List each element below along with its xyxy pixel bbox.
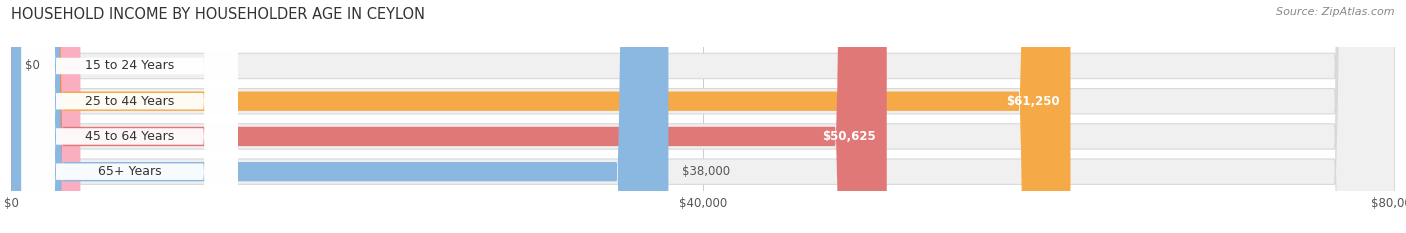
Text: $61,250: $61,250 — [1007, 95, 1060, 108]
FancyBboxPatch shape — [11, 0, 887, 233]
FancyBboxPatch shape — [21, 0, 238, 233]
FancyBboxPatch shape — [11, 0, 1395, 233]
Text: 25 to 44 Years: 25 to 44 Years — [86, 95, 174, 108]
Text: Source: ZipAtlas.com: Source: ZipAtlas.com — [1277, 7, 1395, 17]
FancyBboxPatch shape — [11, 0, 1395, 233]
FancyBboxPatch shape — [11, 0, 1070, 233]
FancyBboxPatch shape — [21, 0, 238, 233]
Text: $38,000: $38,000 — [682, 165, 730, 178]
FancyBboxPatch shape — [21, 0, 238, 233]
FancyBboxPatch shape — [11, 0, 1395, 233]
FancyBboxPatch shape — [11, 0, 1395, 233]
Text: $0: $0 — [25, 59, 39, 72]
Text: 15 to 24 Years: 15 to 24 Years — [86, 59, 174, 72]
Text: $50,625: $50,625 — [823, 130, 876, 143]
Text: 65+ Years: 65+ Years — [98, 165, 162, 178]
FancyBboxPatch shape — [21, 0, 238, 233]
FancyBboxPatch shape — [11, 0, 80, 233]
FancyBboxPatch shape — [11, 0, 668, 233]
Text: HOUSEHOLD INCOME BY HOUSEHOLDER AGE IN CEYLON: HOUSEHOLD INCOME BY HOUSEHOLDER AGE IN C… — [11, 7, 425, 22]
Text: 45 to 64 Years: 45 to 64 Years — [86, 130, 174, 143]
